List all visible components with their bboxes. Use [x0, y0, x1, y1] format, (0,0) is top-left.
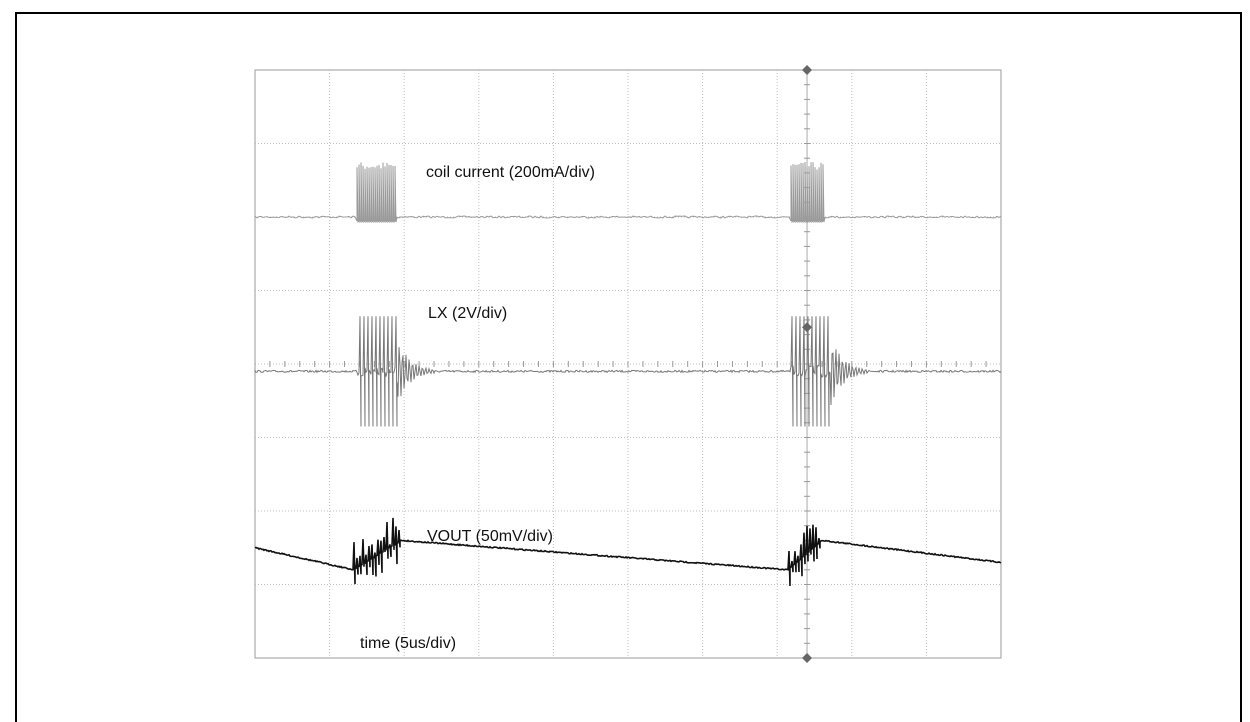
vout-trace — [254, 517, 1002, 586]
label-lx: LX (2V/div) — [428, 305, 507, 322]
trigger-marker-bottom — [802, 653, 813, 663]
markers — [802, 65, 813, 663]
lx-trace — [254, 316, 1002, 427]
figure-frame — [15, 12, 1242, 722]
label-time: time (5us/div) — [360, 635, 456, 652]
level-marker — [802, 322, 813, 333]
traces — [254, 161, 1002, 586]
label-coil-current: coil current (200mA/div) — [426, 164, 595, 181]
label-vout: VOUT (50mV/div) — [427, 528, 553, 545]
trigger-marker-top — [802, 65, 813, 75]
coil-current-trace — [254, 161, 1002, 224]
